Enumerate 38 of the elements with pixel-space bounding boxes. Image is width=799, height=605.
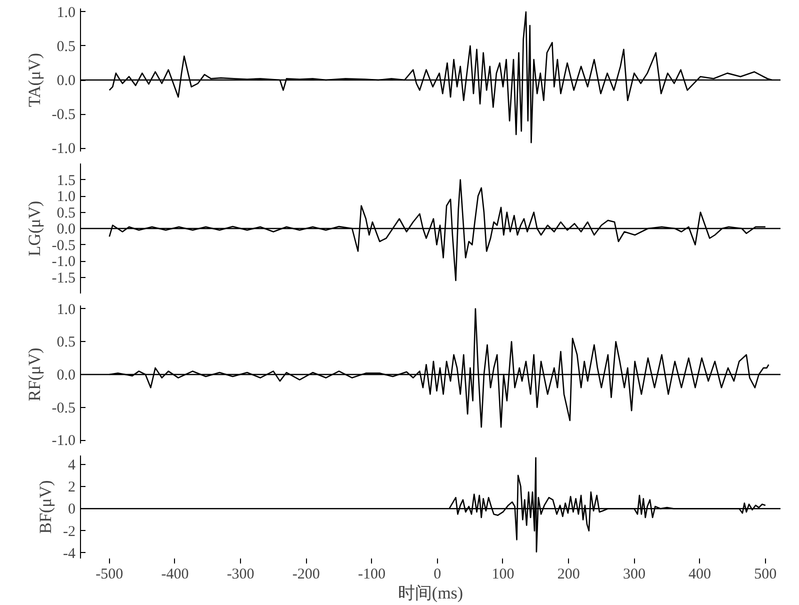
x-tick-label: 400 <box>688 566 712 582</box>
x-tick-label: 300 <box>622 566 646 582</box>
y-tick-label: 0.0 <box>56 222 76 238</box>
y-tick-label: -1.0 <box>52 141 76 158</box>
y-tick-label: 0 <box>68 502 76 518</box>
y-axis-title: TA(μV) <box>24 52 44 108</box>
x-tick-label: 200 <box>557 566 580 582</box>
x-tick-label: -500 <box>96 566 124 582</box>
y-axis-title: LG(μV) <box>24 200 44 256</box>
y-tick-label: 1.0 <box>56 302 76 318</box>
y-tick-label: 2 <box>68 480 76 496</box>
y-tick-label: -1.0 <box>52 254 76 270</box>
y-axis-title: RF(μV) <box>24 348 44 402</box>
y-tick-label: -0.5 <box>52 238 76 254</box>
y-tick-label: -1.5 <box>52 270 76 286</box>
y-tick-label: -2 <box>63 524 76 540</box>
y-tick-label: -0.5 <box>52 107 76 124</box>
y-tick-label: 0.5 <box>56 38 76 55</box>
y-tick-label: 0.0 <box>56 73 76 89</box>
y-tick-label: -1.0 <box>52 433 76 450</box>
y-tick-label: -0.5 <box>52 400 76 416</box>
y-tick-label: 1.5 <box>56 172 76 189</box>
y-tick-label: 0.5 <box>56 334 76 351</box>
y-tick-label: 1.0 <box>56 4 76 21</box>
x-tick-label: 0 <box>434 566 442 582</box>
x-tick-label: -400 <box>161 566 189 582</box>
y-tick-label: 0.0 <box>56 368 76 384</box>
y-axis-title: BF(μV) <box>36 480 56 534</box>
y-tick-label: 0.5 <box>56 205 76 222</box>
x-tick-label: 500 <box>754 566 777 582</box>
y-tick-label: -4 <box>63 546 76 562</box>
x-tick-label: -300 <box>226 566 254 582</box>
y-tick-label: 4 <box>68 457 76 474</box>
y-tick-label: 1.0 <box>56 189 76 205</box>
x-tick-label: 100 <box>492 566 514 582</box>
x-tick-label: -200 <box>292 566 320 582</box>
x-axis-title: 时间(ms) <box>398 584 464 602</box>
x-tick-label: -100 <box>358 566 386 582</box>
